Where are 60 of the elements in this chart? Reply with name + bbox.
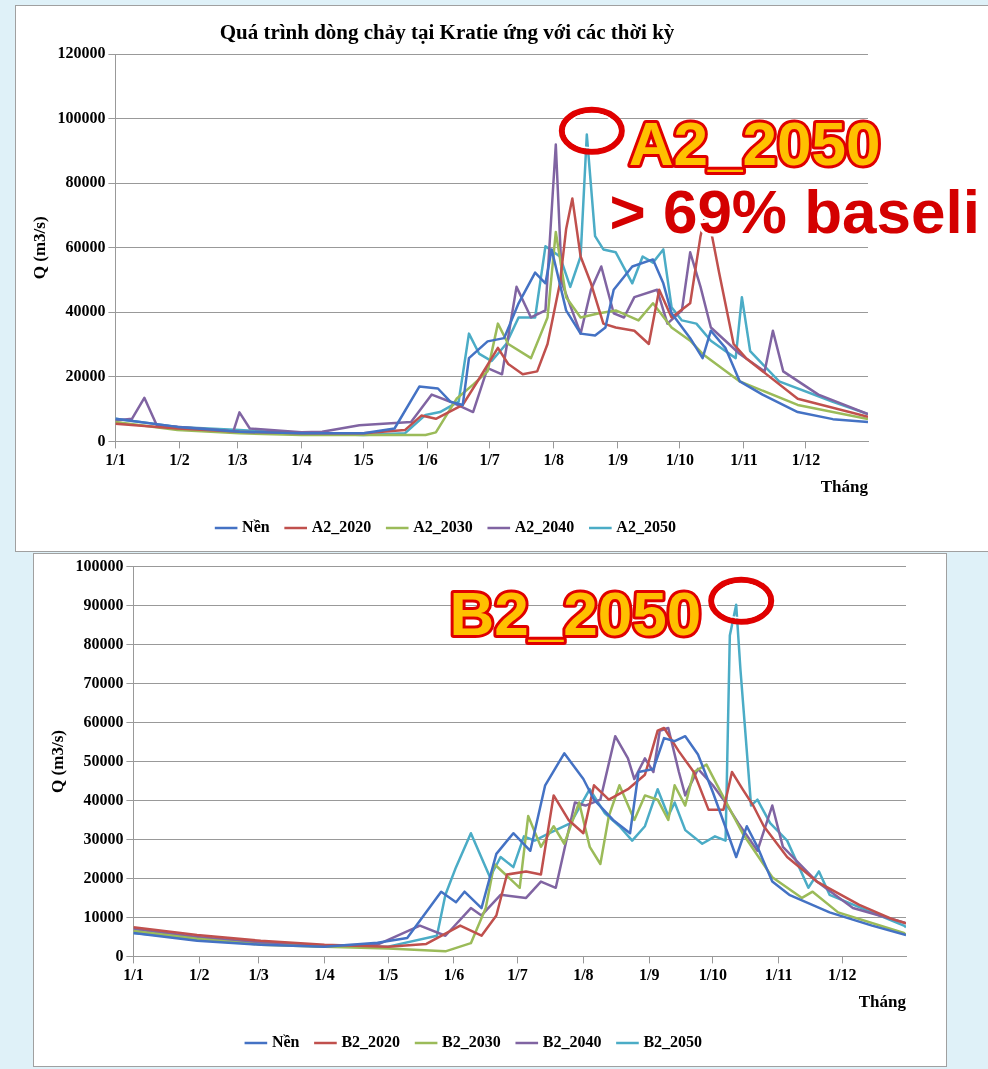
legend-label: A2_2040: [514, 518, 575, 536]
x-axis-title: Tháng: [858, 992, 907, 1012]
x-tick-label: 1/4: [291, 451, 312, 469]
x-tick-label: 1/10: [665, 451, 695, 469]
y-tick-label: 0: [115, 946, 124, 964]
annotation: A2_2050: [628, 108, 881, 178]
x-tick-label: 1/12: [791, 451, 821, 469]
x-tick-label: 1/9: [638, 966, 660, 984]
x-tick-label: 1/8: [573, 966, 594, 984]
legend-label: A2_2050: [616, 518, 676, 536]
y-tick-label: 40000: [65, 302, 106, 320]
x-tick-label: 1/10: [698, 966, 728, 984]
legend-label: B2_2030: [442, 1033, 501, 1051]
y-tick-label: 100000: [75, 556, 124, 574]
x-tick-label: 1/3: [248, 966, 269, 984]
x-tick-label: 1/7: [507, 966, 528, 984]
x-tick-label: 1/6: [417, 451, 438, 469]
x-tick-label: 1/6: [443, 966, 465, 984]
chart-title: Quá trình dòng chảy tại Kratie ứng với các thời kỳ: [219, 20, 675, 45]
y-tick-label: 80000: [83, 634, 124, 652]
x-tick-label: 1/5: [353, 451, 374, 469]
y-tick-label: 30000: [83, 829, 124, 847]
y-tick-label: 90000: [83, 595, 124, 613]
x-tick-label: 1/8: [543, 451, 564, 469]
y-tick-label: 60000: [65, 237, 106, 255]
annotation: > 69% baseli: [609, 176, 980, 246]
x-axis-title: Tháng: [820, 477, 869, 497]
x-tick-label: 1/11: [730, 451, 758, 469]
x-tick-label: 1/2: [188, 966, 210, 984]
x-tick-label: 1/4: [314, 966, 335, 984]
x-tick-label: 1/3: [227, 451, 248, 469]
x-tick-label: 1/11: [764, 966, 793, 984]
x-tick-label: 1/7: [479, 451, 500, 469]
x-tick-label: 1/2: [169, 451, 190, 469]
annotation: B2_2050: [449, 578, 702, 648]
y-tick-label: 40000: [83, 790, 124, 808]
legend-label: A2_2030: [413, 518, 473, 536]
legend-label: B2_2020: [341, 1033, 401, 1051]
y-axis-title: Q (m3/s): [47, 730, 67, 793]
legend-label: B2_2050: [643, 1033, 703, 1051]
y-tick-label: 60000: [83, 712, 124, 730]
y-tick-label: 10000: [83, 907, 124, 925]
y-axis-title: Q (m3/s): [29, 216, 49, 280]
y-tick-label: 0: [97, 431, 106, 449]
y-tick-label: 20000: [83, 868, 124, 886]
x-tick-label: 1/12: [828, 966, 857, 984]
y-tick-label: 50000: [83, 751, 124, 769]
x-tick-label: 1/9: [607, 451, 629, 469]
legend-label: A2_2020: [311, 518, 372, 536]
y-tick-label: 120000: [57, 44, 106, 62]
y-tick-label: 80000: [65, 173, 106, 191]
legend-label: B2_2040: [542, 1033, 602, 1051]
y-tick-label: 20000: [65, 367, 106, 385]
x-tick-label: 1/1: [123, 966, 144, 984]
legend-label: Nền: [271, 1033, 300, 1051]
y-tick-label: 100000: [57, 108, 106, 126]
x-tick-label: 1/1: [105, 451, 126, 469]
legend-label: Nền: [242, 518, 270, 536]
x-tick-label: 1/5: [377, 966, 399, 984]
y-tick-label: 70000: [83, 673, 124, 691]
